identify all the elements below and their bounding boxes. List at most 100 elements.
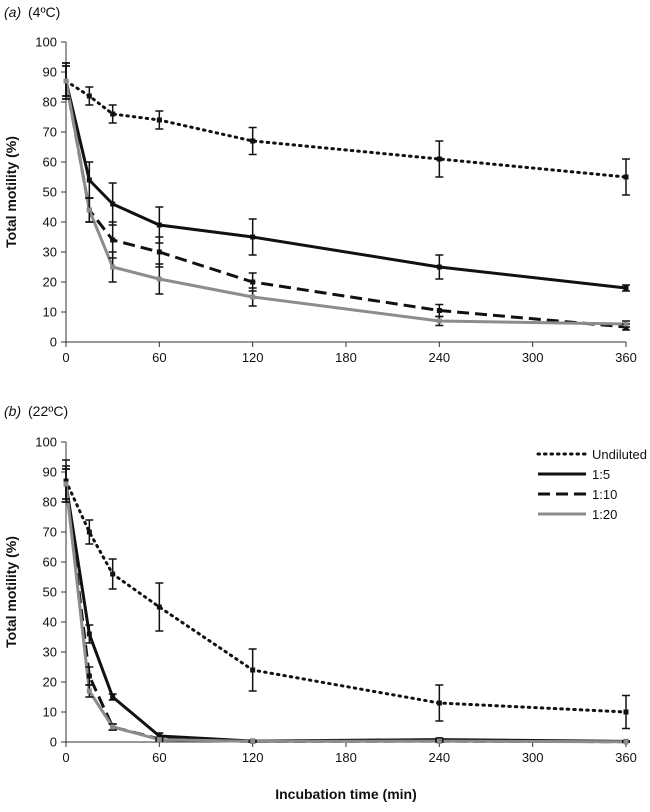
panel-a-ytick-label: 80 [43,95,57,110]
panel-b-xtick-label: 180 [335,750,357,765]
panel-a-point-d5 [436,264,442,270]
panel-b-condition: (22ºC) [28,403,68,419]
panel-a-ytick-label: 60 [43,155,57,170]
panel-b-point-d5 [86,631,92,637]
panel-b-point-d20 [63,481,69,487]
panel-b-ytick-label: 20 [43,675,57,690]
panel-a-point-d20 [110,264,116,270]
panel-b-point-d5 [156,733,162,739]
panel-a-point-d20 [250,294,256,300]
panel-b-xtick-label: 120 [242,750,264,765]
panel-a-point-d10 [156,249,162,255]
panel-a-point-undiluted [623,174,629,180]
panel-b-xtick-label: 0 [62,750,69,765]
panel-a-series-line-d5 [64,80,627,290]
panel-b-ytick-label: 50 [43,585,57,600]
panel-b-xtick-label: 300 [522,750,544,765]
panel-a-xtick-label: 360 [615,350,637,365]
panel-a-series-line-d10 [64,80,627,329]
panel-a-point-d5 [110,201,116,207]
panel-b-point-undiluted [436,700,442,706]
panel-b-point-undiluted [110,571,116,577]
panel-b-ytick-label: 10 [43,705,57,720]
panel-b-ytick-label: 40 [43,615,57,630]
panel-a-point-d10 [250,279,256,285]
panel-a-point-undiluted [156,117,162,123]
panel-a-condition: (4ºC) [28,4,60,20]
panel-b-ytick-label: 100 [35,435,57,450]
panel-b-plot: 0 10 20 30 40 50 60 70 80 90 100 0 60 120 180 240 300 360 [35,435,637,766]
panel-b-xlabel: Incubation time (min) [275,786,417,802]
legend-label-undiluted: Undiluted [592,447,647,462]
panel-b-xtick-label: 60 [152,750,166,765]
panel-a-point-undiluted [250,138,256,144]
panel-b-point-undiluted [250,667,256,673]
panel-a-point-d20 [623,321,629,327]
panel-a-point-d10 [436,308,442,313]
panel-a-xtick-label: 180 [335,350,357,365]
panel-a-point-undiluted [86,93,92,99]
panel-a-ytick-label: 40 [43,215,57,230]
panel-b-ytick-label: 60 [43,555,57,570]
panel-a-point-d10 [110,237,116,243]
panel-b-point-d5 [110,694,116,700]
panel-b-point-undiluted [623,709,629,715]
panel-b-series-line-d10 [64,483,627,744]
panel-a-point-d5 [156,222,162,228]
panel-b-point-d20 [623,739,629,745]
panel-a-ytick-label: 10 [43,305,57,320]
panel-a-ytick-label: 20 [43,275,57,290]
panel-a-ytick-label: 50 [43,185,57,200]
panel-a-point-d20 [63,78,69,84]
panel-b-point-d20 [156,737,162,743]
panel-b-ytick-label: 90 [43,465,57,480]
panel-b-point-d20 [250,738,256,744]
panel-a-point-d5 [250,234,256,240]
panel-a-point-d20 [436,318,442,324]
panel-b-ytick-label: 80 [43,495,57,510]
legend-label-1-5: 1:5 [592,467,610,482]
panel-b-ytick-label: 70 [43,525,57,540]
panel-a-point-d5 [623,285,629,291]
panel-a-xtick-label: 60 [152,350,166,365]
panel-a-label: (a) [4,4,21,20]
panel-b-ylabel: Total motility (%) [3,536,19,648]
panel-a-series-line-d20 [64,80,627,326]
panel-b-series-line-d5 [64,483,627,743]
panel-a-ytick-label: 30 [43,245,57,260]
panel-b-series-line-undiluted [64,479,628,714]
panel-b-point-d20 [436,738,442,744]
panel-a-ytick-label: 90 [43,65,57,80]
panel-a-xtick-label: 300 [522,350,544,365]
panel-b-point-undiluted [156,604,162,610]
panel-b-ytick-label: 30 [43,645,57,660]
panel-a-ytick-label: 0 [50,335,57,350]
panel-b-point-d10 [86,673,92,679]
legend: Undiluted 1:5 1:10 1:20 [536,447,647,522]
panel-a-xtick-label: 0 [62,350,69,365]
panel-a-point-d20 [156,276,162,282]
panel-a-ytick-label: 100 [35,35,57,50]
panel-b-xtick-label: 240 [428,750,450,765]
panel-a-ytick-label: 70 [43,125,57,140]
panel-a-series-line-undiluted [64,79,628,179]
panel-a-xtick-label: 120 [242,350,264,365]
panel-b-point-d20 [86,688,92,694]
panel-b-ytick-label: 0 [50,735,57,750]
panel-a-plot: 0 10 20 30 40 50 60 70 80 90 100 0 60 120 180 240 300 360 [35,35,637,366]
panel-b-point-d20 [110,724,116,730]
panel-a-ylabel: Total motility (%) [3,136,19,248]
panel-a-point-d5 [86,177,92,183]
panel-a-point-undiluted [110,111,116,117]
panel-a-point-d20 [86,207,92,213]
panel-b-point-undiluted [86,529,92,535]
panel-b-xtick-label: 360 [615,750,637,765]
panel-b-label: (b) [4,403,21,419]
legend-label-1-20: 1:20 [592,507,617,522]
panel-a-xtick-label: 240 [428,350,450,365]
legend-label-1-10: 1:10 [592,487,617,502]
panel-b-series-line-d20 [64,483,627,744]
panel-a-point-undiluted [436,156,442,162]
